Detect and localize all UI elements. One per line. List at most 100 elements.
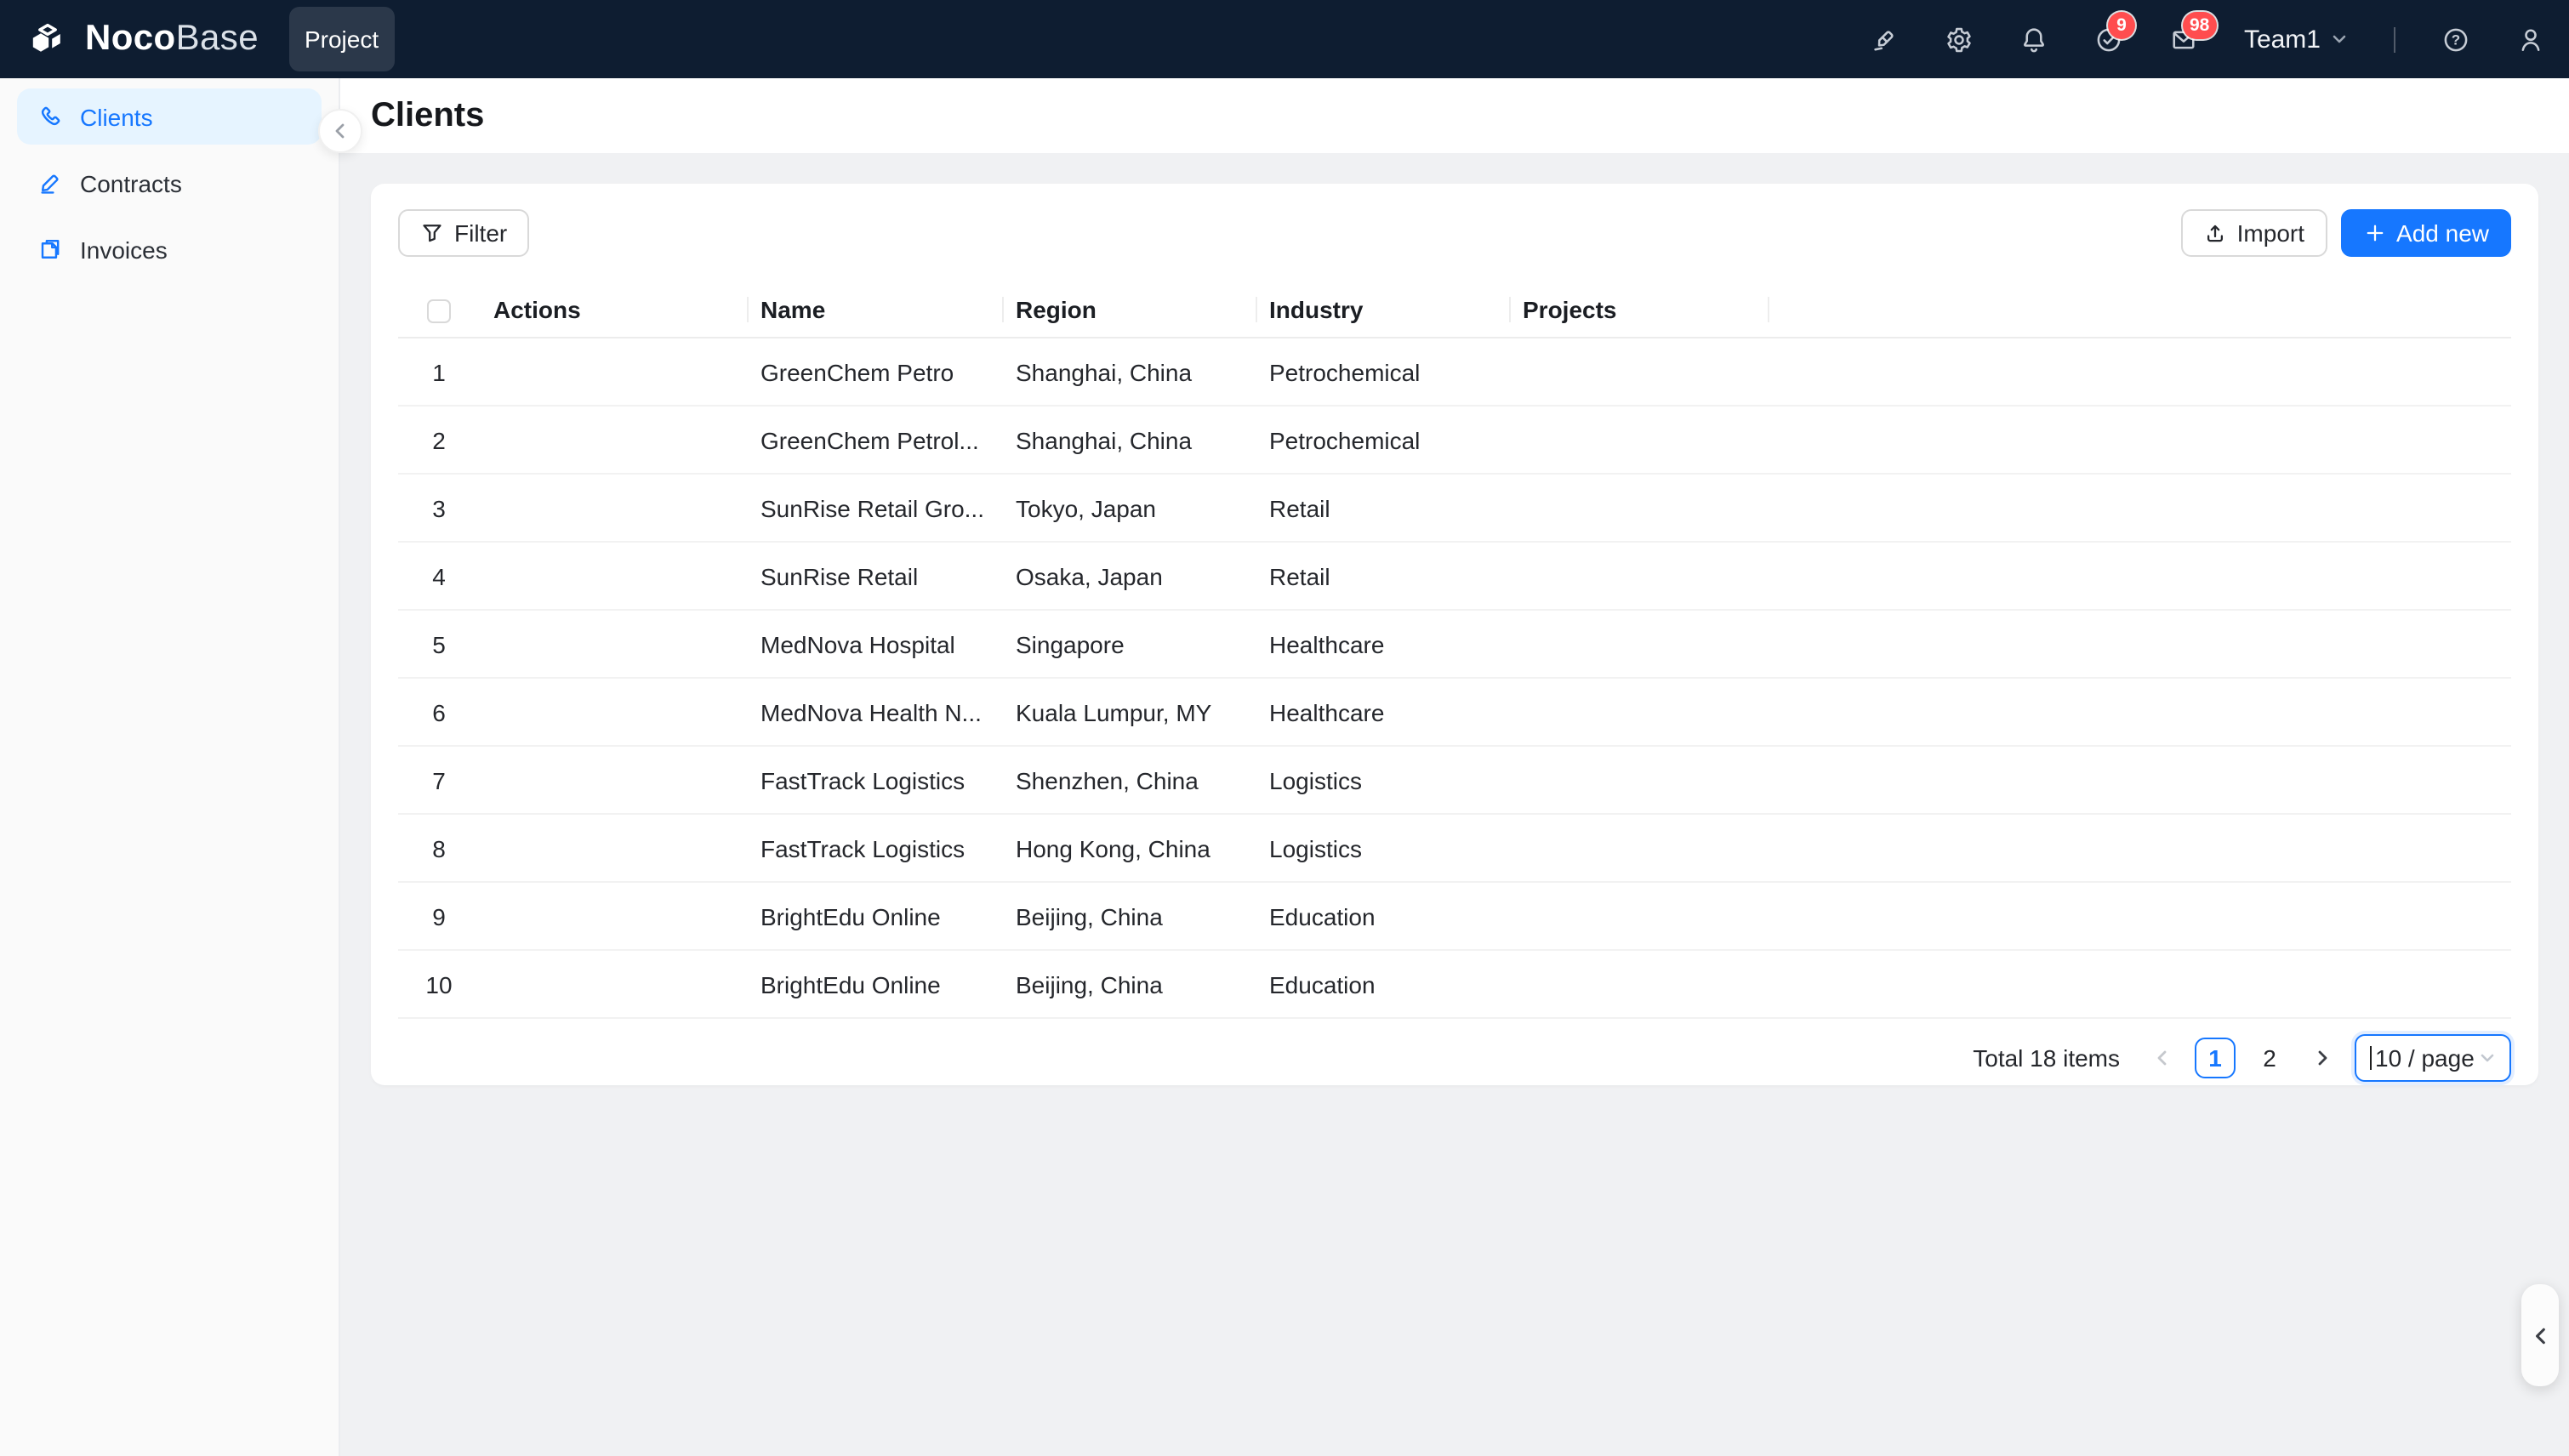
table-header-row: Actions Name Region Industry Projects bbox=[398, 281, 2511, 338]
pagination-page-1[interactable]: 1 bbox=[2195, 1038, 2236, 1078]
settings-gear-icon[interactable] bbox=[1945, 25, 1974, 54]
cell-actions bbox=[480, 406, 747, 475]
sidebar-item-contracts[interactable]: Contracts bbox=[17, 155, 322, 211]
page-header: Clients bbox=[340, 78, 2569, 153]
cell-filler bbox=[1768, 542, 2511, 611]
row-index: 4 bbox=[398, 542, 480, 611]
table-row: 2 GreenChem Petrol... Shanghai, China Pe… bbox=[398, 406, 2511, 475]
cell-industry: Retail bbox=[1256, 542, 1509, 611]
table-toolbar: Filter Import Add new bbox=[398, 209, 2511, 257]
navbar-actions: 9 98 Team1 ? bbox=[1870, 11, 2545, 54]
brand-text-light: Base bbox=[175, 19, 259, 58]
cell-projects bbox=[1509, 610, 1768, 679]
page-size-value: 10 / page bbox=[2375, 1044, 2475, 1072]
page-size-select[interactable]: 10 / page bbox=[2355, 1034, 2511, 1082]
svg-text:?: ? bbox=[2452, 31, 2460, 48]
row-index: 7 bbox=[398, 746, 480, 815]
tasks-check-circle-icon[interactable]: 9 bbox=[2094, 11, 2135, 54]
chevron-down-icon bbox=[2481, 1054, 2494, 1062]
cell-industry: Logistics bbox=[1256, 814, 1509, 883]
pagination-next-button[interactable] bbox=[2304, 1038, 2341, 1078]
row-index: 6 bbox=[398, 678, 480, 747]
table-row: 3 SunRise Retail Gro... Tokyo, Japan Ret… bbox=[398, 474, 2511, 543]
column-header-actions: Actions bbox=[480, 281, 747, 338]
nav-divider bbox=[2394, 26, 2395, 52]
import-button[interactable]: Import bbox=[2180, 209, 2327, 257]
ui-editor-pen-icon[interactable] bbox=[1870, 25, 1899, 54]
cell-projects bbox=[1509, 338, 1768, 407]
cell-name: MedNova Hospital bbox=[747, 610, 1002, 679]
nav-tab-project[interactable]: Project bbox=[288, 7, 395, 71]
pagination: Total 18 items 1 2 10 / page bbox=[398, 1034, 2511, 1082]
cell-region: Kuala Lumpur, MY bbox=[1002, 678, 1256, 747]
cell-name: FastTrack Logistics bbox=[747, 814, 1002, 883]
upload-icon bbox=[2207, 225, 2223, 242]
column-header-filler bbox=[1768, 281, 2511, 338]
cell-name: SunRise Retail Gro... bbox=[747, 474, 1002, 543]
messages-count-badge: 98 bbox=[2182, 11, 2217, 38]
table-row: 10 BrightEdu Online Beijing, China Educa… bbox=[398, 950, 2511, 1019]
pagination-total: Total 18 items bbox=[1973, 1044, 2120, 1072]
invoice-doc-icon bbox=[41, 240, 60, 259]
cell-region: Beijing, China bbox=[1002, 882, 1256, 951]
table-row: 4 SunRise Retail Osaka, Japan Retail bbox=[398, 542, 2511, 611]
cell-projects bbox=[1509, 474, 1768, 543]
tasks-count-badge: 9 bbox=[2107, 11, 2135, 38]
cell-actions bbox=[480, 814, 747, 883]
cell-industry: Petrochemical bbox=[1256, 406, 1509, 475]
nocobase-logo-icon bbox=[27, 20, 71, 58]
help-question-circle-icon[interactable]: ? bbox=[2441, 25, 2470, 54]
chevron-left-icon bbox=[335, 123, 345, 139]
funnel-icon bbox=[423, 225, 441, 242]
add-new-button-label: Add new bbox=[2396, 219, 2489, 247]
row-index: 5 bbox=[398, 610, 480, 679]
nocobase-brand: NocoBase bbox=[27, 19, 259, 60]
cell-region: Singapore bbox=[1002, 610, 1256, 679]
text-caret bbox=[2370, 1046, 2372, 1070]
cell-filler bbox=[1768, 678, 2511, 747]
select-all-header bbox=[398, 281, 480, 338]
right-drawer-expand-handle[interactable] bbox=[2521, 1284, 2559, 1386]
table-row: 8 FastTrack Logistics Hong Kong, China L… bbox=[398, 814, 2511, 883]
cell-region: Osaka, Japan bbox=[1002, 542, 1256, 611]
messages-mail-icon[interactable]: 98 bbox=[2169, 11, 2217, 54]
sidebar-collapse-button[interactable] bbox=[318, 109, 362, 153]
chevron-left-icon bbox=[2535, 1327, 2544, 1344]
row-index: 3 bbox=[398, 474, 480, 543]
column-header-projects: Projects bbox=[1509, 281, 1768, 338]
cell-actions bbox=[480, 882, 747, 951]
cell-projects bbox=[1509, 814, 1768, 883]
chevron-left-icon bbox=[2157, 1050, 2167, 1066]
pagination-page-2[interactable]: 2 bbox=[2263, 1044, 2276, 1072]
team-switcher[interactable]: Team1 bbox=[2244, 25, 2348, 54]
pagination-prev-button[interactable] bbox=[2144, 1038, 2181, 1078]
table-row: 6 MedNova Health N... Kuala Lumpur, MY H… bbox=[398, 678, 2511, 747]
row-index: 10 bbox=[398, 950, 480, 1019]
cell-projects bbox=[1509, 882, 1768, 951]
cell-actions bbox=[480, 338, 747, 407]
select-all-checkbox[interactable] bbox=[427, 299, 451, 323]
filter-button-label: Filter bbox=[454, 219, 508, 247]
user-profile-icon[interactable] bbox=[2516, 25, 2545, 54]
cell-actions bbox=[480, 678, 747, 747]
page-title: Clients bbox=[371, 96, 485, 134]
sidebar-item-invoices[interactable]: Invoices bbox=[17, 221, 322, 277]
notifications-bell-icon[interactable] bbox=[2019, 25, 2048, 54]
cell-industry: Education bbox=[1256, 950, 1509, 1019]
cell-filler bbox=[1768, 406, 2511, 475]
phone-icon bbox=[42, 106, 60, 125]
cell-industry: Logistics bbox=[1256, 746, 1509, 815]
filter-button[interactable]: Filter bbox=[398, 209, 530, 257]
cell-projects bbox=[1509, 406, 1768, 475]
clients-table: Actions Name Region Industry Projects 1 bbox=[398, 281, 2511, 1019]
import-button-label: Import bbox=[2236, 219, 2305, 247]
toolbar-right: Import Add new bbox=[2180, 209, 2511, 257]
cell-name: FastTrack Logistics bbox=[747, 746, 1002, 815]
cell-projects bbox=[1509, 950, 1768, 1019]
sidebar-item-clients[interactable]: Clients bbox=[17, 88, 322, 145]
cell-actions bbox=[480, 474, 747, 543]
column-header-industry: Industry bbox=[1256, 281, 1509, 338]
add-new-button[interactable]: Add new bbox=[2340, 209, 2511, 257]
cell-filler bbox=[1768, 338, 2511, 407]
